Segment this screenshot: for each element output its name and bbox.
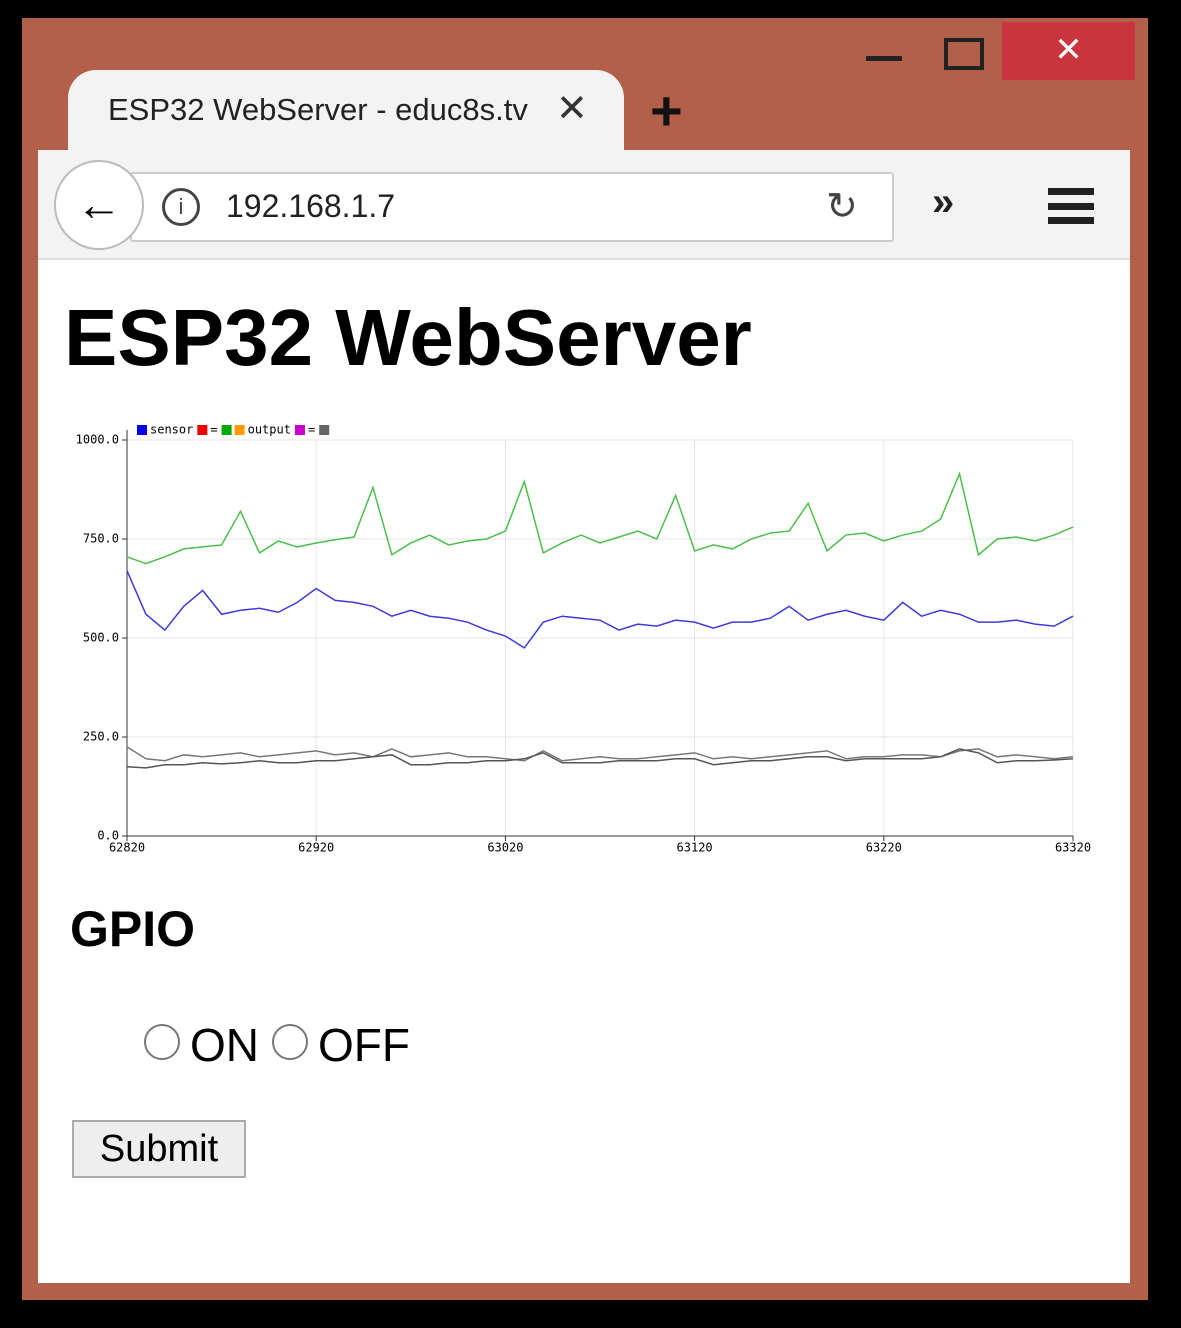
legend-label: = <box>308 423 315 437</box>
y-tick-label: 1000.0 <box>76 433 119 447</box>
minimize[interactable] <box>866 56 902 61</box>
reload[interactable]: ↻ <box>826 186 858 228</box>
y-tick-label: 750.0 <box>83 532 119 546</box>
x-tick-label: 62920 <box>298 841 334 855</box>
legend-swatch <box>137 425 147 435</box>
data-line <box>126 746 1074 762</box>
radio[interactable] <box>144 1024 180 1060</box>
legend-swatch <box>197 425 208 435</box>
chart: 0.0 250.0 500.0 750.0 1000.0 62820 62920 63020 6… <box>76 423 1091 855</box>
tab[interactable] <box>68 70 624 152</box>
radio[interactable] <box>272 1024 308 1060</box>
x-tick-label: 63220 <box>866 841 902 855</box>
legend-swatch <box>319 425 330 435</box>
submit-button[interactable]: Submit <box>72 1120 246 1178</box>
x-tick-label: 63020 <box>487 841 523 855</box>
data-line <box>126 570 1074 649</box>
tab-title: ESP32 WebServer - educ8s.tv <box>108 92 528 127</box>
new-tab[interactable]: + <box>650 79 683 142</box>
section-title: GPIO <box>70 901 196 957</box>
maximize[interactable] <box>944 38 984 70</box>
y-tick-label: 250.0 <box>83 730 119 744</box>
y-tick-label: 500.0 <box>83 631 119 645</box>
x-tick-label: 63320 <box>1055 841 1091 855</box>
y-tick-label: 0.0 <box>97 829 119 843</box>
legend-swatch <box>221 425 232 435</box>
url-bar[interactable] <box>130 172 894 242</box>
data-line <box>126 471 1074 565</box>
radio-label: ON <box>190 1019 259 1071</box>
address: 192.168.1.7 <box>226 188 396 224</box>
menu[interactable] <box>1048 188 1094 224</box>
legend-swatch <box>234 425 245 435</box>
back-button[interactable]: ← <box>54 160 144 250</box>
close-button[interactable]: ✕ <box>1002 22 1135 80</box>
data-line <box>126 748 1074 769</box>
legend-label: = <box>210 423 217 437</box>
tab-close[interactable]: ✕ <box>556 88 588 130</box>
info-icon[interactable]: i <box>162 188 200 226</box>
heading: ESP32 WebServer <box>64 293 752 382</box>
x-tick-label: 63120 <box>677 841 713 855</box>
page-content <box>38 260 1130 1283</box>
x-tick-label: 62820 <box>109 841 145 855</box>
overflow[interactable]: » <box>932 180 955 224</box>
legend-swatch <box>294 425 305 435</box>
radio-label: OFF <box>318 1019 410 1071</box>
legend-label: sensor <box>150 423 193 437</box>
legend-label: output <box>248 423 291 437</box>
